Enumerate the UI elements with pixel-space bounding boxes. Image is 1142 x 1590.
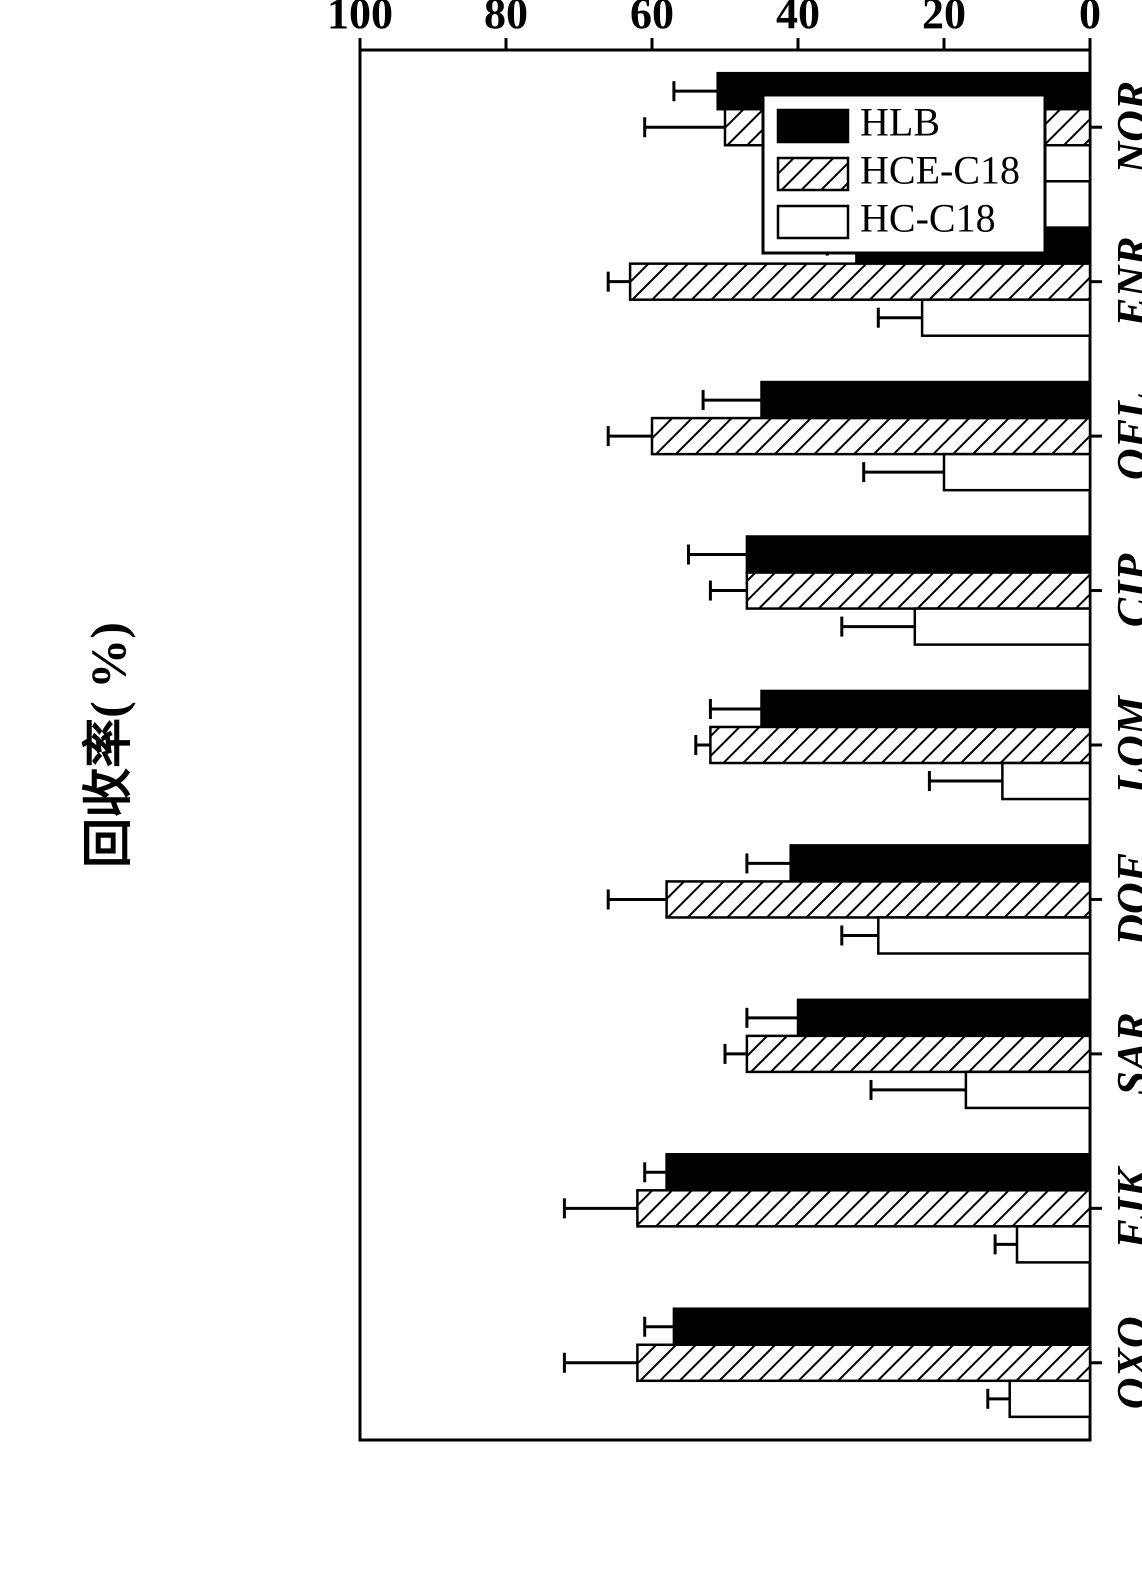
legend-label: HLB [860,100,940,145]
x-tick-label: 100 [327,0,393,38]
legend: HLBHCE-C18HC-C18 [763,95,1045,253]
bar [637,1345,1090,1381]
legend-swatch [778,206,848,238]
bar [878,917,1090,953]
bar [944,454,1090,490]
bar [652,418,1090,454]
bar [1010,1381,1090,1417]
legend-label: HCE-C18 [860,148,1020,193]
x-tick-label: 0 [1079,0,1101,38]
category-label: CIP [1108,553,1142,627]
bar [674,1309,1090,1345]
bar [747,573,1090,609]
category-label: SAR [1108,1012,1142,1095]
x-tick-label: 60 [630,0,674,38]
category-label: DOF [1108,853,1142,947]
category-label: OXO [1108,1316,1142,1409]
bar [637,1190,1090,1226]
category-label: LOM [1108,694,1142,795]
bar [747,537,1090,573]
bar [966,1072,1090,1108]
category-label: OFL [1108,392,1142,480]
x-tick-label: 40 [776,0,820,38]
category-label: NOR [1108,81,1142,175]
bar [762,382,1091,418]
bar [630,264,1090,300]
legend-label: HC-C18 [860,196,996,241]
bar [710,727,1090,763]
x-tick-label: 80 [484,0,528,38]
bar [667,1154,1090,1190]
legend-swatch [778,110,848,142]
x-tick-label: 20 [922,0,966,38]
bar [762,691,1091,727]
bar [915,609,1090,645]
bar-chart: 0 20 40 60 80 100 回收率( %) NOR ENR OFL CIP LOM DOF SAR… [0,0,1142,1590]
category-label: FJK [1108,1165,1142,1249]
bar [798,1000,1090,1036]
bar [791,845,1090,881]
bar [1002,763,1090,799]
bar [667,881,1090,917]
bar [922,300,1090,336]
bar [1017,1226,1090,1262]
bar [747,1036,1090,1072]
x-axis-label: 回收率( %) [80,622,136,868]
legend-swatch [778,158,848,190]
category-label: ENR [1108,236,1142,327]
